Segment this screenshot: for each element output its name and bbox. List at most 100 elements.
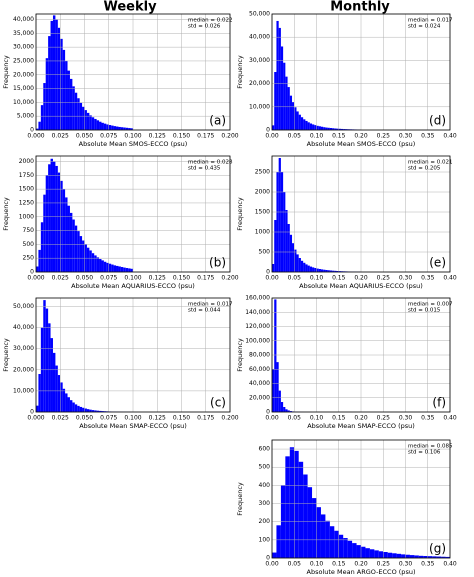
- x-tick-label: 0.35: [421, 561, 435, 568]
- bar: [441, 556, 446, 558]
- bar: [65, 60, 68, 131]
- panel-label: (f): [432, 396, 446, 410]
- bar: [340, 128, 344, 130]
- x-tick-label: 0.125: [149, 275, 166, 282]
- annotation: std = 0.106: [408, 450, 441, 456]
- bar: [99, 259, 102, 272]
- bar: [296, 111, 299, 130]
- bar: [305, 120, 308, 130]
- bar: [77, 405, 80, 412]
- x-axis-label: Absolute Mean SMOS-ECCO (psu): [307, 140, 416, 148]
- bar: [294, 107, 297, 130]
- y-tick-label: 120,000: [245, 323, 270, 330]
- y-tick-label: 600: [259, 446, 271, 453]
- y-axis-label: Frequency: [236, 482, 244, 516]
- bar: [307, 122, 310, 130]
- bar: [94, 118, 97, 130]
- bar: [280, 46, 284, 131]
- y-axis-label: Frequency: [2, 55, 10, 89]
- bar: [332, 128, 335, 130]
- y-tick-label: 200: [259, 518, 271, 525]
- bar: [343, 129, 346, 130]
- bar: [101, 411, 104, 412]
- x-tick-label: 0.25: [377, 561, 391, 568]
- y-tick-label: 80,000: [249, 352, 270, 359]
- x-tick-label: 0.175: [197, 275, 214, 282]
- bar: [116, 126, 119, 130]
- y-tick-label: 0: [30, 127, 34, 134]
- annotation: median = 0.017: [408, 18, 453, 24]
- y-tick-label: 500: [259, 464, 271, 471]
- y-axis-label: Frequency: [2, 338, 10, 372]
- bar: [283, 62, 286, 130]
- bar: [307, 265, 310, 272]
- bar: [423, 556, 428, 558]
- bar: [289, 95, 293, 130]
- panel-label: (e): [429, 256, 446, 270]
- bar: [72, 219, 75, 272]
- bar: [86, 409, 90, 412]
- bar: [287, 224, 290, 272]
- x-tick-label: 0.100: [124, 133, 141, 140]
- bar: [45, 308, 49, 412]
- annotation: median = 0.017: [188, 302, 233, 308]
- bar: [91, 410, 95, 412]
- bar: [84, 408, 87, 412]
- bar: [50, 20, 53, 130]
- plot-frame: [35, 297, 231, 413]
- x-tick-label: 0.150: [173, 275, 190, 282]
- bar: [69, 400, 73, 412]
- x-tick-label: 0.35: [421, 275, 435, 282]
- x-tick-label: 0.050: [76, 275, 93, 282]
- bar: [79, 102, 83, 130]
- y-tick-label: 100: [259, 536, 271, 543]
- bar: [86, 112, 90, 130]
- y-tick-label: 160,000: [245, 295, 270, 302]
- x-tick-label: 0.025: [52, 415, 69, 422]
- plot-frame: [271, 439, 451, 559]
- bar: [285, 210, 288, 272]
- plot-frame: [271, 13, 451, 131]
- y-tick-label: 20,000: [13, 366, 34, 373]
- bar: [303, 262, 306, 272]
- bar: [48, 164, 51, 272]
- bar: [45, 175, 49, 272]
- x-tick-label: 0.15: [332, 275, 346, 282]
- bar: [300, 117, 304, 130]
- x-tick-label: 0.30: [399, 275, 413, 282]
- x-tick-label: 0.025: [52, 275, 69, 282]
- x-tick-label: 0.25: [377, 133, 391, 140]
- bar: [123, 127, 126, 130]
- y-tick-label: 30,000: [13, 345, 34, 352]
- annotation: median = 0.085: [408, 444, 453, 450]
- bar: [280, 172, 284, 272]
- bar: [116, 265, 119, 272]
- y-tick-label: 500: [259, 249, 271, 256]
- bar: [272, 369, 275, 412]
- bar: [336, 128, 339, 130]
- bar: [347, 540, 353, 558]
- y-tick-label: 250: [23, 255, 35, 262]
- bar: [77, 98, 80, 130]
- y-tick-label: 30,000: [249, 57, 270, 64]
- plot-frame: [35, 155, 231, 273]
- bar: [309, 266, 313, 272]
- y-tick-label: 10,000: [13, 99, 34, 106]
- x-tick-label: 0.025: [52, 133, 69, 140]
- bar: [289, 411, 293, 412]
- y-tick-label: 0: [30, 409, 34, 416]
- bar: [401, 554, 406, 558]
- bar: [298, 114, 301, 130]
- y-tick-label: 140,000: [245, 309, 270, 316]
- bar: [77, 231, 80, 272]
- panel-label: (g): [429, 542, 446, 556]
- y-axis-label: Frequency: [236, 197, 244, 231]
- bar: [329, 526, 335, 558]
- bar: [101, 122, 104, 130]
- bar: [329, 270, 333, 272]
- bar: [361, 546, 366, 558]
- bar: [294, 249, 297, 272]
- bar: [316, 125, 319, 130]
- column-title: Weekly: [103, 0, 157, 15]
- x-axis-label: Absolute Mean SMAP-ECCO (psu): [307, 422, 415, 430]
